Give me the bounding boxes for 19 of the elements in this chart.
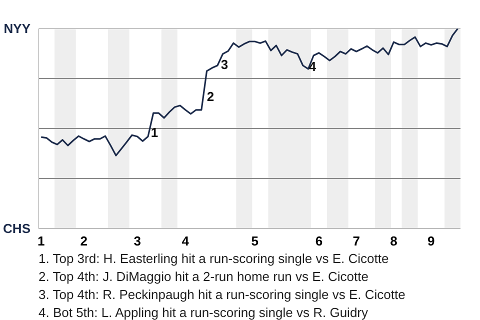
- text: 4. Bot 5th: L. Appling hit a run-scoring single vs R. Guidry: [38, 305, 368, 320]
- x-tick-label: 6: [315, 234, 323, 248]
- text: NYY: [4, 21, 31, 36]
- x-tick-label: 2: [80, 234, 88, 248]
- text: CHS: [3, 221, 31, 236]
- text: 3. Top 4th: R. Peckinpaugh hit a run-scoring single vs E. Cicotte: [38, 287, 406, 302]
- annotation: 4: [308, 59, 317, 74]
- text: 1. Top 3rd: H. Easterling hit a run-scoring single vs E. Cicotte: [38, 251, 389, 266]
- x-tick-label: 5: [251, 234, 258, 248]
- annotation: 1: [150, 125, 158, 140]
- x-tick-label: 1: [38, 234, 45, 248]
- x-tick-label: 7: [352, 234, 360, 248]
- annotation: 3: [220, 57, 228, 72]
- x-tick-label: 9: [428, 234, 435, 248]
- text: 2. Top 4th: J. DiMaggio hit a 2-run home run vs E. Cicotte: [38, 269, 368, 284]
- annotation: 2: [206, 89, 214, 104]
- x-tick-label: 4: [182, 234, 190, 248]
- x-tick-label: 3: [134, 234, 141, 248]
- x-tick-label: 8: [390, 234, 398, 248]
